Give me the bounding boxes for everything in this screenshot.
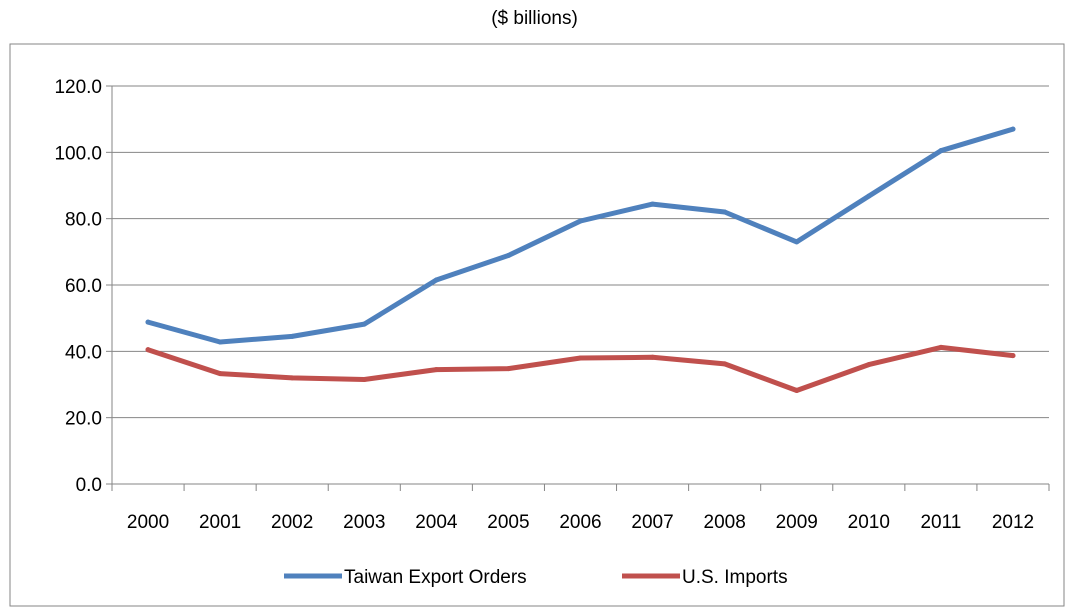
data-point — [1010, 126, 1016, 132]
data-point — [433, 367, 439, 373]
x-tick-label: 2006 — [559, 512, 601, 533]
data-point — [505, 366, 511, 372]
x-tick-label: 2010 — [848, 512, 890, 533]
data-point — [722, 361, 728, 367]
x-tick-label: 2000 — [127, 512, 169, 533]
data-point — [650, 354, 656, 360]
data-point — [145, 319, 151, 325]
series-line-1 — [145, 344, 1016, 393]
chart-border — [9, 43, 1065, 607]
data-point — [938, 344, 944, 350]
y-tick-label: 120.0 — [54, 77, 102, 98]
data-point — [145, 347, 151, 353]
gridlines — [112, 85, 1049, 419]
x-tick-label: 2005 — [487, 512, 529, 533]
x-tick-label: 2012 — [992, 512, 1034, 533]
y-tick-label: 80.0 — [65, 210, 102, 231]
data-point — [866, 193, 872, 199]
x-tick-label: 2009 — [776, 512, 818, 533]
x-tick-label: 2007 — [631, 512, 673, 533]
data-point — [578, 218, 583, 224]
x-tick-label: 2011 — [920, 512, 961, 533]
y-tick-label: 0.0 — [76, 475, 102, 496]
data-point — [289, 333, 295, 339]
data-point — [361, 321, 367, 327]
data-point — [578, 355, 583, 361]
data-point — [866, 362, 872, 368]
chart-subtitle: ($ billions) — [491, 8, 578, 29]
legend-label-0: Taiwan Export Orders — [344, 567, 527, 588]
data-point — [505, 252, 511, 258]
data-point — [722, 209, 728, 215]
data-point — [217, 371, 223, 377]
x-tick-label: 2002 — [271, 512, 313, 533]
x-tick-label: 2004 — [415, 512, 458, 533]
data-point — [794, 387, 800, 393]
x-tick-label: 2001 — [199, 512, 241, 533]
legend: Taiwan Export Orders U.S. Imports — [284, 567, 788, 588]
x-tick-label: 2008 — [704, 512, 746, 533]
data-point — [938, 148, 944, 154]
y-tick-label: 60.0 — [65, 276, 102, 297]
data-point — [650, 201, 656, 207]
y-tick-label: 20.0 — [65, 409, 102, 430]
series-lines — [145, 126, 1016, 393]
y-tick-label: 40.0 — [65, 342, 102, 363]
data-point — [361, 377, 367, 383]
axes: 0.0 20.0 40.0 60.0 80.0 100.0 120.0 2000 2001 200… — [54, 77, 1050, 533]
legend-label-1: U.S. Imports — [682, 567, 788, 588]
data-point — [1010, 353, 1016, 359]
data-point — [794, 239, 800, 245]
series-line-0 — [145, 126, 1016, 345]
y-tick-label: 100.0 — [54, 143, 102, 164]
x-tick-label: 2003 — [343, 512, 385, 533]
data-point — [289, 375, 295, 381]
data-point — [433, 277, 439, 283]
data-point — [217, 339, 223, 345]
